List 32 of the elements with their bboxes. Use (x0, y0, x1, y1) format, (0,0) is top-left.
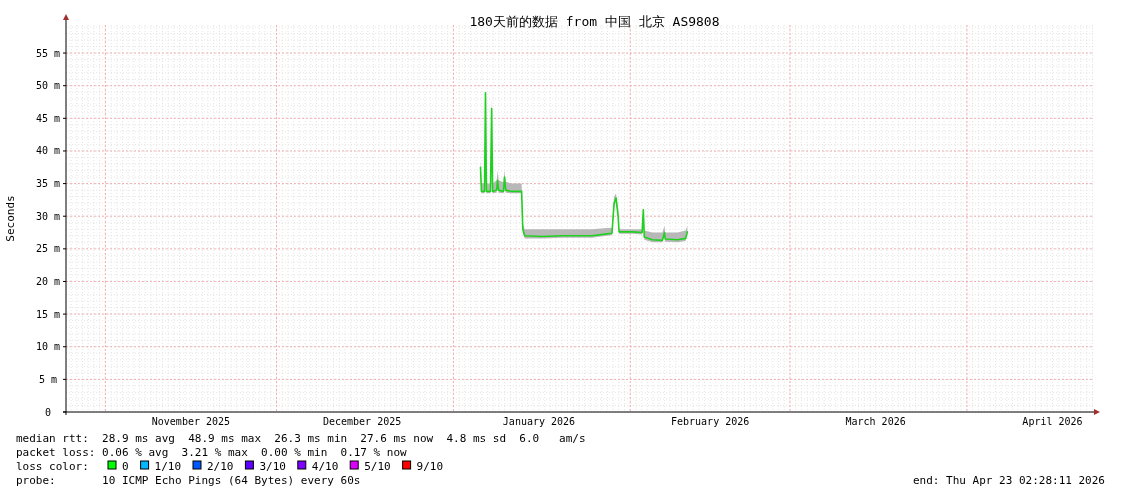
x-tick-label: January 2026 (502, 416, 576, 427)
text: 9/10 (416, 460, 444, 473)
y-tick-label: 35 m (35, 178, 61, 190)
y-tick-label: 20 m (35, 275, 61, 287)
y-tick-label: 50 m (35, 80, 61, 92)
x-tick-label: April 2026 (1022, 416, 1083, 427)
x-tick-label: March 2026 (845, 416, 906, 427)
text: 5/10 (364, 460, 391, 473)
chart-title: 180天前的数据 from 中国 北京 AS9808 (469, 14, 720, 29)
y-tick-label: 30 m (35, 210, 61, 222)
x-tick-label: November 2025 (151, 416, 231, 427)
text: end: Thu Apr 23 02:28:11 2026 (912, 474, 1105, 487)
text: 4/10 (311, 460, 339, 473)
text: loss color: (16, 460, 89, 473)
y-tick-label: 40 m (35, 145, 61, 157)
text: 1/10 (154, 460, 182, 473)
text: probe: 10 ICMP Echo Pings (64 Bytes) every 60s (16, 474, 361, 487)
y-tick-label: 15 m (35, 308, 61, 320)
text: packet loss: 0.06 % avg 3.21 % max 0.00 % min 0.17 % now (16, 446, 408, 459)
y-tick-label: 5 m (38, 373, 58, 385)
y-tick-label: 10 m (35, 341, 61, 353)
text: median rtt: 28.9 ms avg 48.9 ms max 26.3 ms min 27.6 ms now 4.8 ms sd 6.0 am/s (16, 432, 586, 445)
x-tick-label: February 2026 (671, 416, 750, 427)
text: 0 (122, 460, 129, 473)
y-tick-label: 25 m (35, 243, 61, 255)
y-tick-label: 45 m (35, 112, 61, 124)
y-tick-label: 0 (44, 406, 52, 418)
x-tick-label: December 2025 (322, 416, 402, 427)
text: 2/10 (207, 460, 234, 473)
y-tick-label: 55 m (35, 47, 61, 59)
text: 3/10 (259, 460, 286, 473)
y-axis-title: Seconds (4, 195, 17, 242)
